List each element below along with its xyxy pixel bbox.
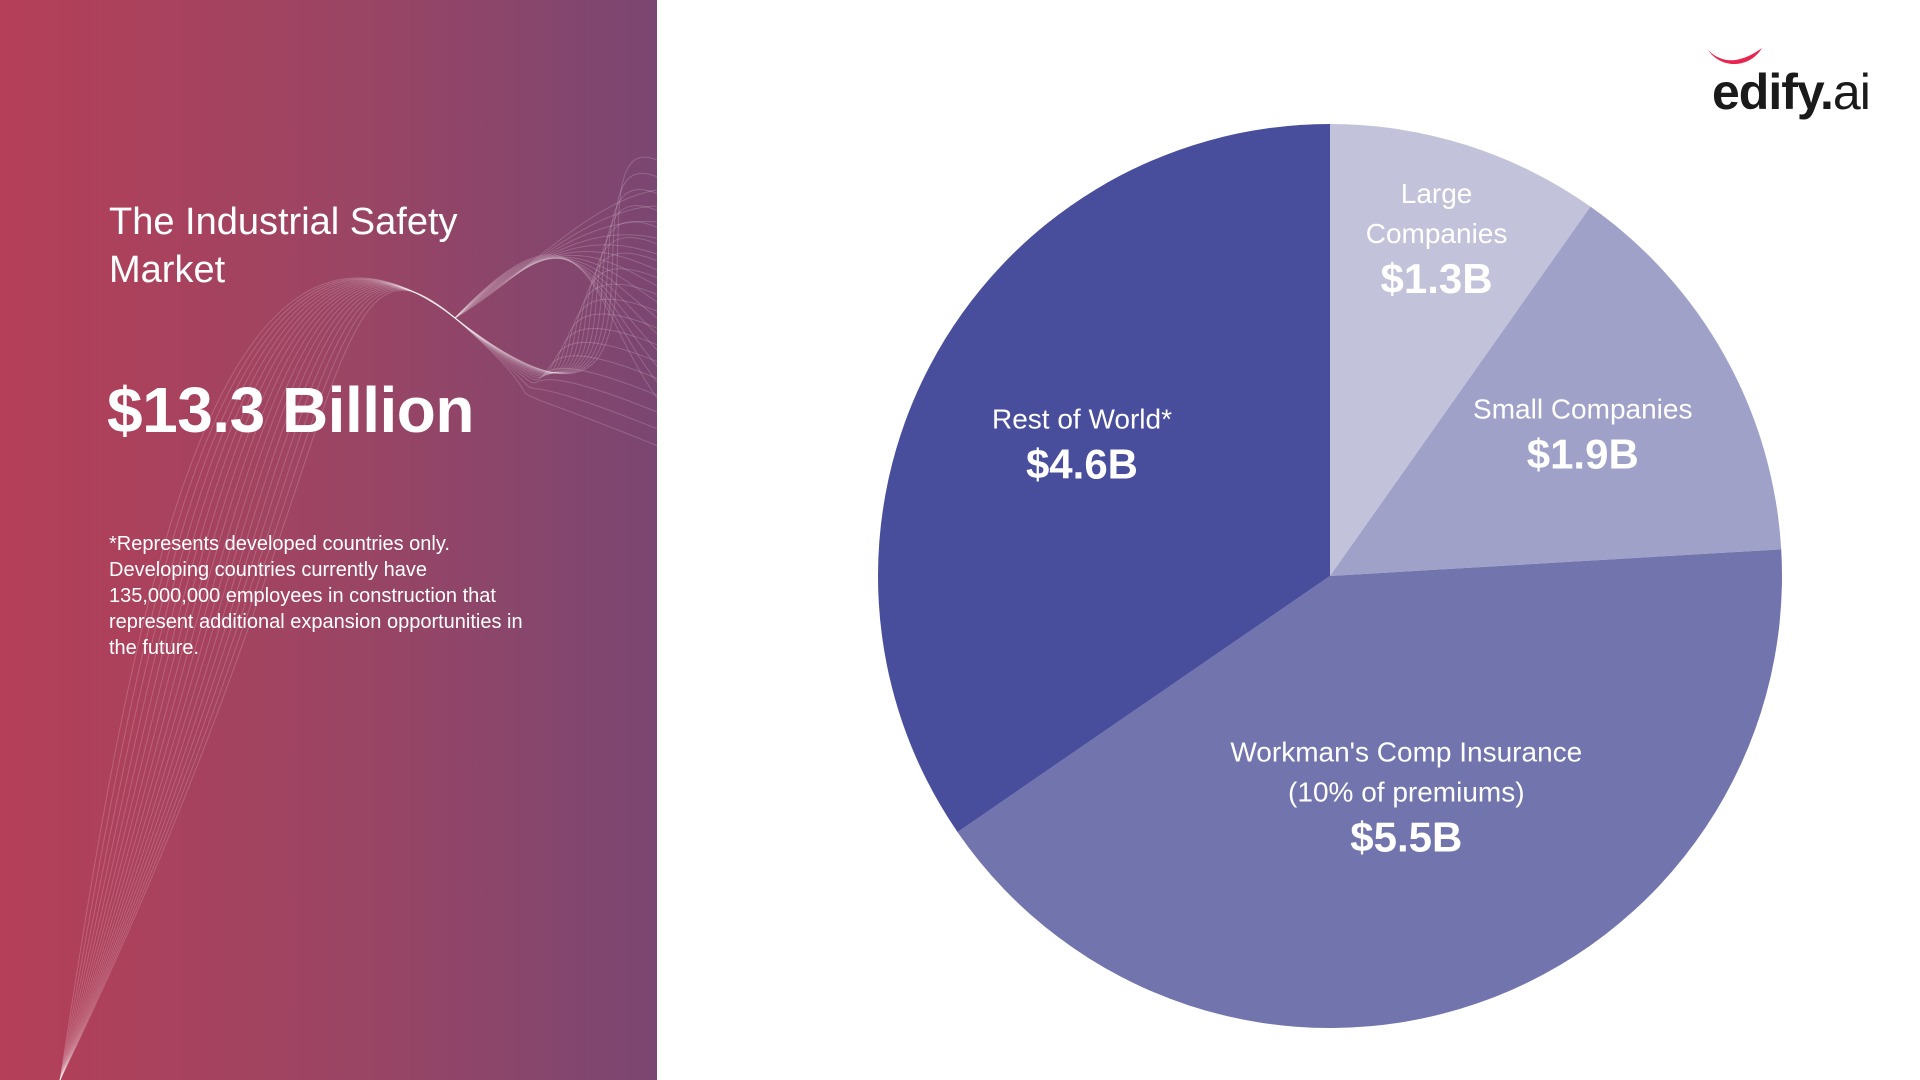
- wave-line: [454, 220, 657, 319]
- wave-line: [454, 255, 657, 383]
- wave-line: [59, 252, 657, 1080]
- logo-swoosh-icon: [1708, 48, 1762, 65]
- slice-value-label: $1.9B: [1527, 430, 1639, 477]
- market-total: $13.3 Billion: [107, 374, 474, 446]
- wave-line: [454, 256, 657, 367]
- slice-label: Rest of World*: [992, 404, 1172, 435]
- logo-text-ai: ai: [1832, 64, 1871, 120]
- wave-line: [454, 256, 657, 319]
- decorative-wave-lines: [59, 156, 657, 1080]
- wave-line: [59, 221, 657, 1080]
- title-panel: The Industrial Safety Market $13.3 Billi…: [0, 0, 657, 1080]
- wave-line: [454, 254, 657, 319]
- slice-value-label: $1.3B: [1381, 255, 1493, 302]
- wave-line: [59, 288, 657, 1080]
- wave-line: [59, 237, 657, 1080]
- wave-line: [59, 156, 657, 1080]
- slice-label: Companies: [1366, 218, 1508, 249]
- wave-line: [454, 257, 657, 335]
- page-title: The Industrial Safety Market: [109, 201, 458, 291]
- logo-text-dot: .: [1820, 64, 1834, 120]
- slice-label: Large: [1401, 178, 1473, 209]
- wave-line: [454, 244, 657, 319]
- wave-line: [454, 205, 657, 319]
- wave-line: [59, 286, 657, 1080]
- wave-line: [454, 257, 657, 319]
- wave-line: [59, 289, 657, 1080]
- slice-value-label: $4.6B: [1026, 441, 1138, 488]
- wave-line: [454, 257, 657, 351]
- pie-slice: [957, 549, 1783, 1029]
- slice-label: Workman's Comp Insurance: [1230, 736, 1582, 767]
- pie-slice: [877, 124, 1330, 833]
- slice-label: (10% of premiums): [1288, 776, 1525, 807]
- wave-line: [454, 234, 657, 319]
- slice-label: Small Companies: [1473, 393, 1692, 424]
- slice-value-label: $5.5B: [1350, 813, 1462, 860]
- wave-line: [454, 189, 657, 319]
- wave-line: [59, 286, 657, 1080]
- wave-line: [59, 283, 657, 1080]
- edify-logo: edify.ai: [1700, 44, 1880, 124]
- logo-wordmark: edify.ai: [1712, 62, 1871, 122]
- wave-line: [59, 205, 657, 1080]
- footnote: *Represents developed countries only. De…: [109, 533, 523, 659]
- wave-line: [59, 284, 657, 1080]
- wave-line: [59, 285, 657, 1080]
- wave-line: [59, 268, 657, 1080]
- wave-line: [59, 173, 657, 1080]
- pie-slice: [1330, 206, 1782, 576]
- logo-text-main: edify: [1712, 64, 1821, 120]
- wave-line: [454, 250, 657, 319]
- pie-slice: [1330, 124, 1591, 576]
- wave-line: [59, 284, 657, 1080]
- wave-line: [59, 189, 657, 1080]
- wave-line: [59, 289, 657, 1080]
- wave-line: [454, 254, 657, 399]
- wave-line: [59, 287, 657, 1080]
